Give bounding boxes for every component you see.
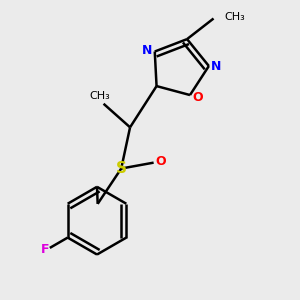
Text: O: O (156, 155, 166, 168)
Text: S: S (116, 161, 127, 176)
Text: F: F (41, 243, 50, 256)
Text: N: N (142, 44, 153, 56)
Text: CH₃: CH₃ (90, 92, 110, 101)
Text: CH₃: CH₃ (225, 12, 245, 22)
Text: O: O (192, 92, 203, 104)
Text: N: N (211, 59, 221, 73)
